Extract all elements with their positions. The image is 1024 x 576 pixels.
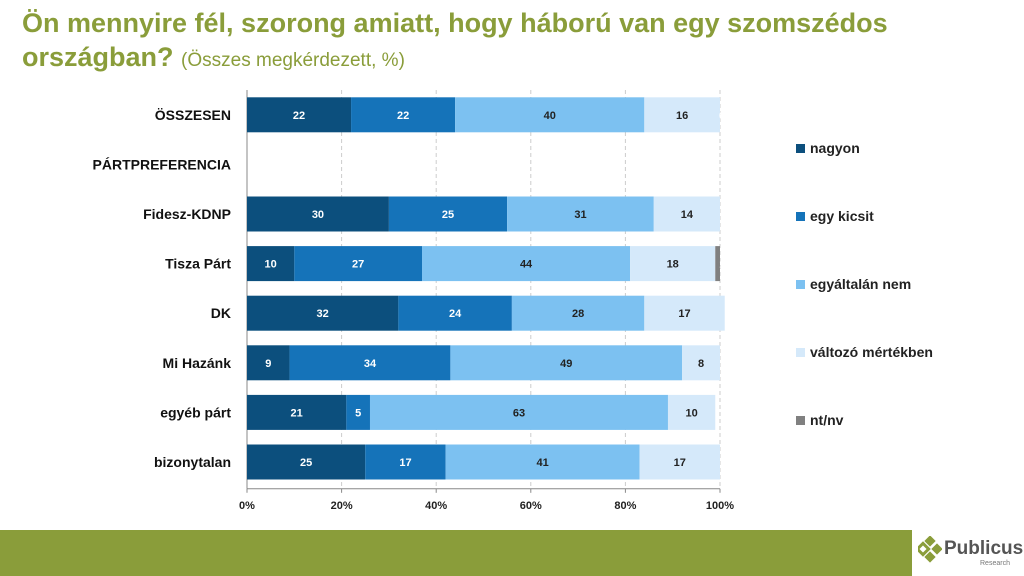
x-tick-label: 100%: [706, 500, 734, 512]
category-label: bizonytalan: [154, 454, 231, 470]
data-label: 16: [676, 110, 688, 122]
bar-segment: [644, 295, 725, 331]
bar-segment: [247, 246, 295, 282]
data-label: 17: [678, 308, 690, 320]
category-label: Mi Hazánk: [163, 355, 232, 371]
bar-segment: [346, 394, 370, 430]
data-label: 5: [355, 407, 361, 419]
bar-segment: [351, 97, 456, 133]
data-label: 49: [560, 358, 572, 370]
data-label: 40: [544, 110, 556, 122]
data-label: 22: [397, 110, 409, 122]
legend-item: egyáltalán nem: [796, 276, 911, 292]
legend-swatch: [796, 144, 805, 153]
bar-segment: [247, 97, 352, 133]
data-label: 18: [667, 259, 679, 271]
bar-segment: [639, 444, 720, 480]
bar-segment: [247, 196, 389, 232]
bar-segment: [294, 246, 423, 282]
data-label: 1: [719, 260, 725, 271]
bar-segment: [398, 295, 512, 331]
title-text: Ön mennyire fél, szorong amiatt, hogy há…: [22, 8, 888, 72]
bar-segment: [455, 97, 645, 133]
data-label: 28: [572, 308, 584, 320]
x-tick-label: 40%: [425, 500, 447, 512]
bar-segment: [388, 196, 508, 232]
legend-swatch: [796, 280, 805, 289]
data-label: 25: [442, 209, 454, 221]
category-label: PÁRTPREFERENCIA: [93, 156, 231, 172]
data-label: 24: [449, 308, 462, 320]
bar-segment: [644, 97, 720, 133]
legend-item: nt/nv: [796, 412, 843, 428]
footer-band: [0, 530, 912, 576]
bar-segment: [247, 444, 366, 480]
bar-segment: [667, 394, 716, 430]
bar-segment: [653, 196, 720, 232]
bar-segment: [450, 345, 683, 381]
data-label: 10: [685, 407, 697, 419]
category-label: egyéb párt: [160, 404, 231, 420]
bar-segment: [630, 246, 716, 282]
legend-item: nagyon: [796, 140, 860, 156]
data-label: 9: [265, 358, 271, 370]
data-label: 27: [352, 259, 364, 271]
legend-swatch: [796, 348, 805, 357]
bar-segment: [365, 444, 446, 480]
bar-segment: [422, 246, 631, 282]
data-label: 8: [698, 358, 704, 370]
bar-segment: [369, 394, 668, 430]
legend-label: nagyon: [810, 140, 860, 156]
bar-segment: [247, 394, 347, 430]
bar-segment: [445, 444, 640, 480]
x-tick-label: 0%: [239, 500, 255, 512]
bar-segment: [247, 345, 290, 381]
bar-segment: [682, 345, 720, 381]
legend-label: egyáltalán nem: [810, 276, 912, 292]
data-label: 21: [291, 407, 303, 419]
x-tick-label: 60%: [520, 500, 542, 512]
legend-item: változó mértékben: [796, 344, 933, 360]
category-label: Tisza Párt: [165, 256, 231, 272]
data-label: 14: [681, 209, 694, 221]
subtitle: (Összes megkérdezett, %): [181, 50, 405, 71]
data-label: 34: [364, 358, 377, 370]
legend-label: egy kicsit: [810, 208, 874, 224]
legend-swatch: [796, 416, 805, 425]
data-label: 63: [513, 407, 525, 419]
data-label: 17: [674, 457, 686, 469]
stacked-bar-chart: 0% 20% 40% 60% 80% 100% ÖSSZESEN 22 22 40 16 0 PÁRTP…: [93, 90, 734, 512]
data-label: 30: [312, 209, 324, 221]
logo-mark-icon: [915, 535, 943, 563]
category-label: Fidesz-KDNP: [143, 206, 231, 222]
logo-name: Publicus: [944, 538, 1024, 559]
data-label: 44: [520, 259, 533, 271]
legend-item: egy kicsit: [796, 208, 874, 224]
data-label: 31: [574, 209, 586, 221]
legend-label: nt/nv: [810, 412, 844, 428]
bar-segment: [511, 295, 645, 331]
legend-label: változó mértékben: [810, 344, 933, 360]
logo-tagline: Research: [980, 560, 1010, 567]
data-label: 41: [537, 457, 549, 469]
category-label: DK: [211, 305, 231, 321]
bar-segment: [715, 246, 720, 282]
x-tick-label: 80%: [614, 500, 636, 512]
data-label: 32: [317, 308, 329, 320]
data-label: 0: [719, 111, 725, 122]
bar-segment: [289, 345, 451, 381]
data-label: 22: [293, 110, 305, 122]
data-label: 10: [265, 259, 277, 271]
data-label: 17: [399, 457, 411, 469]
legend-swatch: [796, 212, 805, 221]
x-tick-label: 20%: [331, 500, 353, 512]
slide-title: Ön mennyire fél, szorong amiatt, hogy há…: [22, 6, 982, 78]
bar-segment: [507, 196, 654, 232]
bar-segment: [247, 295, 399, 331]
data-label: 25: [300, 457, 312, 469]
publicus-logo: Publicus Research: [915, 535, 1024, 572]
category-label: ÖSSZESEN: [155, 107, 231, 123]
